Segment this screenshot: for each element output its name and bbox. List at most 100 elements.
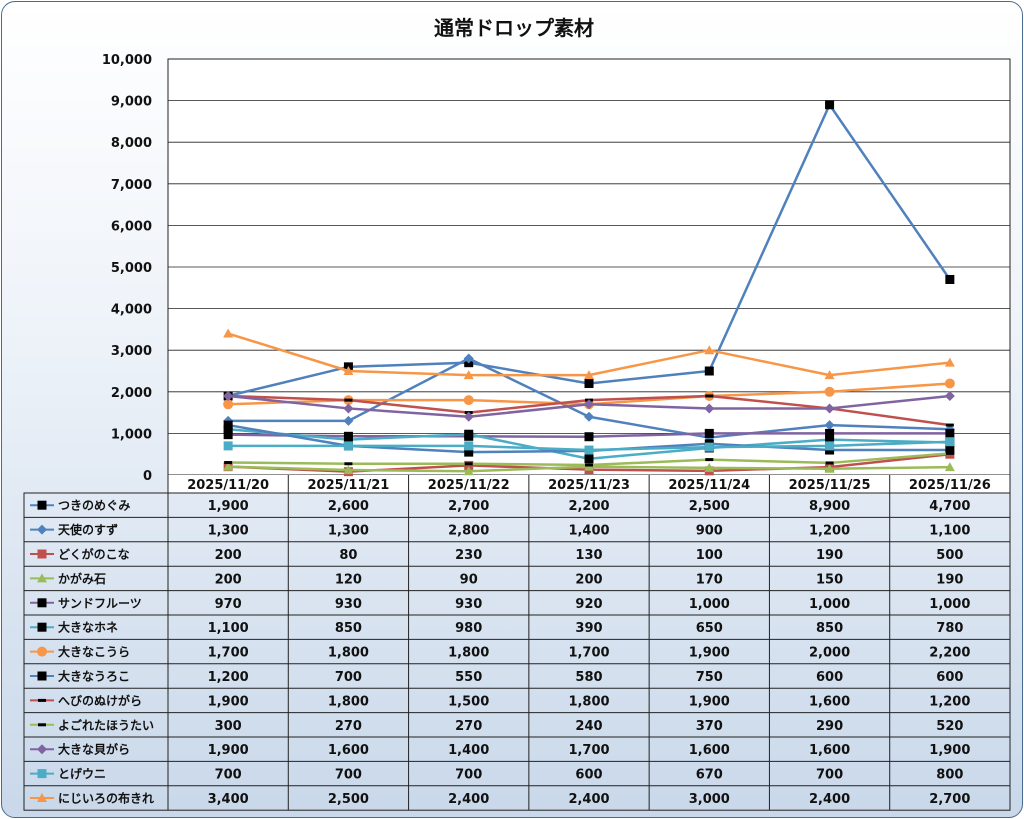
data-point [463,370,474,380]
table-cell: 1,000 [689,597,730,612]
data-point [463,411,474,422]
table-cell: 2,400 [448,792,489,807]
table-cell: 1,100 [929,524,970,539]
table-cell: 1,000 [809,597,850,612]
data-point [223,461,234,471]
x-category-label: 2025/11/22 [428,478,510,493]
table-cell: 1,900 [208,694,249,709]
data-point [464,441,474,451]
series-group [223,390,955,422]
data-point [824,386,835,397]
data-point [824,403,835,414]
data-point [223,430,233,440]
table-cell: 2,200 [929,646,970,661]
table-cell: 2,800 [448,524,489,539]
table-cell: 1,400 [448,743,489,758]
data-point [463,353,474,364]
table-cell: 2,500 [328,792,369,807]
table-cell: 1,400 [568,524,609,539]
series-name: よごれたほうたい [58,717,154,732]
y-tick-label: 7,000 [111,178,152,193]
data-point [344,462,353,466]
table-cell: 1,900 [689,694,730,709]
data-point [463,395,474,406]
series-name: 大きな貝がら [58,742,130,757]
data-point [825,428,835,438]
series-group [223,328,955,380]
table-cell: 700 [335,670,362,685]
table-cell: 850 [816,621,843,636]
legend-key-marker [38,723,46,727]
data-point [223,420,233,430]
table-cell: 200 [215,572,242,587]
data-point [343,403,354,414]
x-category-label: 2025/11/20 [187,478,269,493]
table-cell: 930 [335,597,362,612]
table-cell: 1,900 [929,743,970,758]
table-cell: 800 [936,768,963,783]
table-cell: 1,900 [689,646,730,661]
data-point [343,366,354,375]
data-table: 2025/11/20 2025/11/21 2025/11/22 2025/11/23… [23,475,1011,811]
table-cell: 850 [335,621,362,636]
table-cell: 1,800 [568,694,609,709]
series-name: にじいろの布きれ [58,791,154,806]
y-tick-label: 8,000 [111,136,152,151]
table-cell: 600 [936,670,963,685]
x-category-label: 2025/11/24 [668,478,750,493]
data-point [464,429,474,439]
data-point [944,390,955,401]
data-point [825,461,834,465]
table-cell: 1,600 [328,743,369,758]
legend-key-marker [37,793,47,802]
data-point [464,462,473,466]
legend-key-marker [37,646,47,657]
table-cell: 1,600 [809,743,850,758]
table-cell: 170 [696,572,723,587]
legend-key-marker [38,698,46,702]
data-point [945,274,955,284]
data-point [584,454,594,464]
table-cell: 3,400 [208,792,249,807]
data-point [343,465,354,475]
data-point [704,403,715,414]
x-category-label: 2025/11/26 [909,478,991,493]
series-name: サンドフルーツ [58,596,142,610]
y-tick-label: 2,000 [111,386,152,401]
data-point [463,466,474,476]
data-point [824,463,835,473]
data-point [945,451,954,455]
table-cell: 650 [696,621,723,636]
table-cell: 1,500 [448,694,489,709]
table-cell: 1,700 [568,743,609,758]
data-point [344,398,353,402]
series-name: へびのぬけがら [58,693,142,708]
table-cell: 230 [455,548,482,563]
table-cell: 600 [816,670,843,685]
data-point [223,328,234,338]
data-point [824,420,835,431]
data-point [945,428,955,438]
data-point [343,415,354,426]
table-cell: 240 [575,719,602,734]
table-cell: 4,700 [929,499,970,514]
table-cell: 970 [215,597,242,612]
series-lines [223,100,955,477]
table-cell: 2,400 [809,792,850,807]
data-point [584,378,594,388]
table-cell: 270 [455,719,482,734]
data-point [464,460,474,470]
data-point [704,442,714,452]
table-cell: 130 [575,548,602,563]
table-cell: 8,900 [809,499,850,514]
data-point [824,370,835,380]
table-cell: 1,800 [328,694,369,709]
table-cell: 370 [696,719,723,734]
x-category-label: 2025/11/23 [548,478,630,493]
table-cell: 2,200 [568,499,609,514]
series-name: かがみ石 [58,571,106,586]
legend-key-marker [37,500,47,510]
table-cell: 780 [936,621,963,636]
series-name: 天使のすず [58,522,118,537]
